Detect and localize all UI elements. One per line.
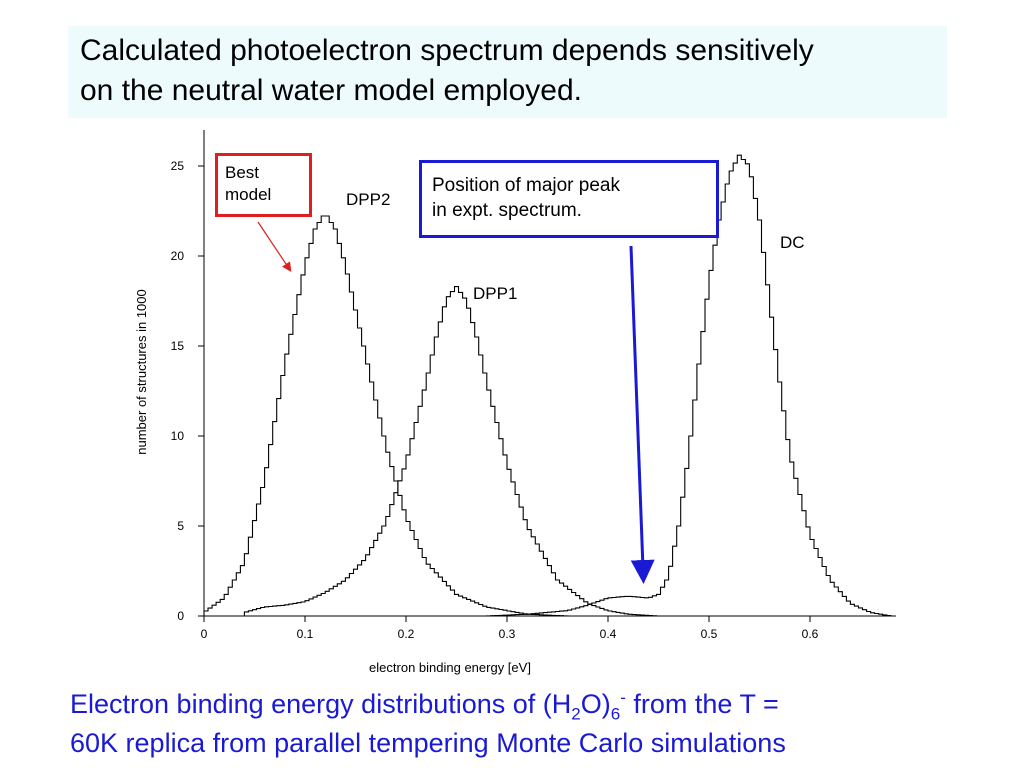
caption-part-2: O) [580,689,611,719]
series-dpp1-line [243,286,661,617]
x-tick-label: 0 [201,627,208,641]
y-tick-label: 5 [177,519,184,533]
caption-sub-2: 6 [610,704,621,724]
series-label-dc: DC [780,233,805,252]
expt-peak-line-2: in expt. spectrum. [432,200,582,221]
caption-line-1: Electron binding energy distributions of… [70,688,779,724]
series-label-dpp2: DPP2 [346,190,391,209]
caption-line-2: 60K replica from parallel tempering Mont… [70,728,786,758]
series-label-dpp1: DPP1 [473,284,518,303]
x-tick-label: 0.5 [701,627,718,641]
y-axis-label: number of structures in 1000 [134,289,149,454]
caption-part-3: from the T = [625,689,779,719]
best-model-line-1: Best [225,163,260,182]
series-dc-line [486,154,895,617]
slide-title-line-1: Calculated photoelectron spectrum depend… [80,34,814,67]
y-tick-label: 20 [171,249,185,263]
y-tick-label: 10 [171,429,185,443]
x-tick-label: 0.6 [802,627,819,641]
expt-peak-line-1: Position of major peak [432,175,620,196]
caption-sub-1: 2 [571,704,581,724]
caption-sup: - [620,688,626,707]
y-tick-label: 25 [171,159,185,173]
x-tick-label: 0.3 [499,627,516,641]
best-model-note: Best model [215,153,312,217]
caption-part-1: Electron binding energy distributions of… [70,689,572,719]
expt-peak-note: Position of major peak in expt. spectrum… [419,160,719,238]
x-tick-label: 0.4 [600,627,617,641]
series-dpp2-line [203,215,612,617]
slide-title-line-2: on the neutral water model employed. [80,74,582,107]
x-tick-label: 0.1 [297,627,314,641]
best-model-arrow [257,221,292,272]
y-tick-label: 0 [177,609,184,623]
expt-peak-arrow [629,245,655,584]
title-box: Calculated photoelectron spectrum depend… [68,26,947,118]
x-axis-label: electron binding energy [eV] [369,660,531,675]
x-tick-label: 0.2 [398,627,415,641]
y-tick-label: 15 [171,339,185,353]
best-model-line-2: model [225,185,272,204]
